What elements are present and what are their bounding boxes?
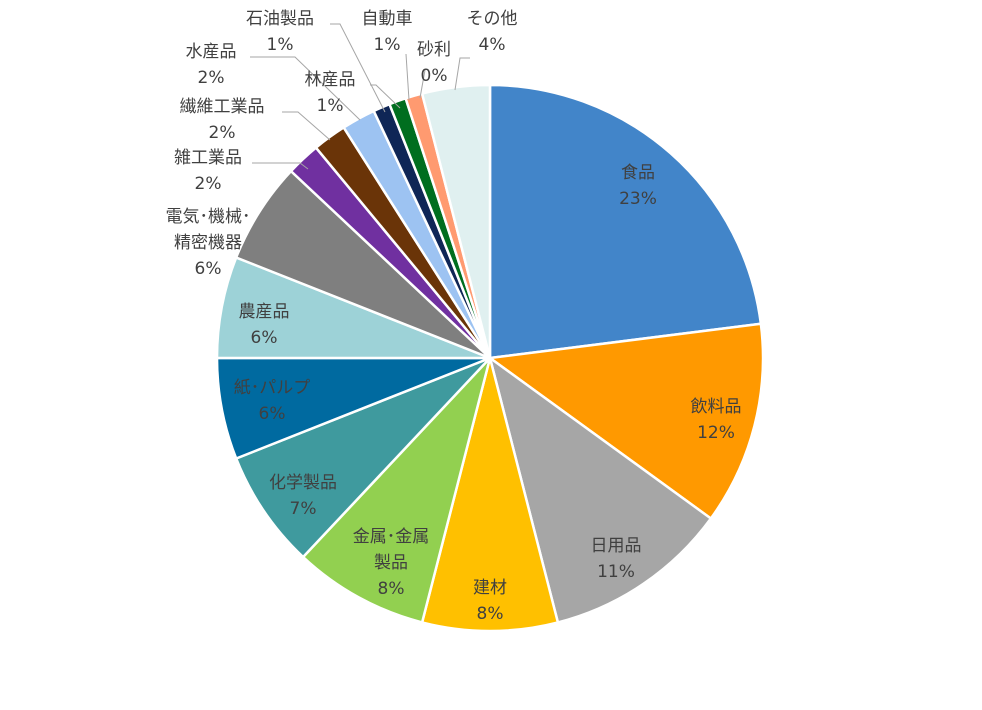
slice-percent-label: 12% [697,423,735,443]
slice-percent-label: 11% [597,562,635,582]
pie-slices [215,83,765,633]
slice-label: 繊維工業品 2% [180,97,265,143]
slice-label: 食品 23% [619,163,657,209]
slice-percent-label: 2% [209,123,236,143]
slice-name-label: その他 [467,9,518,29]
slice-percent-label: 7% [290,499,317,519]
slice-name-label: 製品 [374,553,408,573]
slice-label: 雑工業品 2% [174,148,242,194]
leader-line [370,84,401,109]
slice-label: 砂利 0% [417,40,451,86]
slice-label: 水産品 2% [186,42,237,88]
slice-labels: 食品 23% 飲料品 12% 日用品 11% 建材 8% 金属･金属製品 8% 化学製品 7% 紙･パル… [166,9,742,624]
slice-label: 林産品 1% [305,70,356,116]
leader-line [252,162,309,170]
slice-label: その他 4% [467,9,518,55]
slice-label: 電気･機械･ 精密機器 6% [166,207,251,279]
slice-label: 金属･金属製品 8% [353,527,430,599]
slice-percent-label: 1% [374,35,401,55]
leader-line [282,111,331,141]
leader-line [454,57,470,91]
slice-name-label: 紙･パルプ [234,378,311,398]
slice-name-label: 建材 [473,578,507,598]
slice-percent-label: 1% [267,35,294,55]
pie-slice [234,356,491,559]
slice-name-label: 化学製品 [269,473,337,493]
slice-label: 日用品 11% [591,536,642,582]
slice-percent-label: 23% [619,189,657,209]
slice-name-label: 食品 [621,163,655,183]
slice-percent-label: 6% [259,404,286,424]
slice-name-label: 電気･機械･ [166,207,251,227]
slice-percent-label: 4% [479,35,506,55]
slice-name-label: 日用品 [591,536,642,556]
slice-percent-label: 8% [378,579,405,599]
slice-label: 石油製品 1% [246,9,314,55]
slice-percent-label: 2% [198,68,225,88]
slice-percent-label: 1% [317,96,344,116]
leader-line [250,56,361,121]
slice-name-label: 農産品 [239,302,290,322]
pie-slice [420,357,560,633]
slice-name-label: 繊維工業品 [180,97,265,117]
slice-percent-label: 0% [421,66,448,86]
slice-name-label: 石油製品 [246,9,314,29]
slice-name-label: 雑工業品 [174,148,242,168]
slice-name-label: 砂利 [417,40,451,60]
slice-name-label: 飲料品 [691,397,742,417]
slice-name-label: 精密機器 [174,233,242,253]
slice-name-label: 水産品 [186,42,237,62]
leader-line [419,69,426,99]
slice-name-label: 金属･金属 [353,527,430,547]
slice-label: 自動車 1% [362,9,413,55]
pie-slice [488,83,763,360]
slice-label: 紙･パルプ 6% [234,378,311,424]
pie-slice [487,354,713,624]
leader-line [405,53,410,101]
slice-label: 農産品 6% [239,302,290,348]
slice-label: 化学製品 7% [269,473,337,519]
slice-name-label: 自動車 [362,9,413,29]
slice-percent-label: 6% [251,328,278,348]
slice-label: 建材 8% [473,578,507,624]
slice-name-label: 林産品 [305,70,356,90]
slice-percent-label: 8% [477,604,504,624]
leader-lines [250,23,470,170]
slice-percent-label: 6% [195,259,222,279]
pie-slice [486,322,765,521]
leader-line [330,23,386,113]
slice-percent-label: 2% [195,174,222,194]
slice-label: 飲料品 12% [691,397,742,443]
pie-slice [301,357,492,624]
